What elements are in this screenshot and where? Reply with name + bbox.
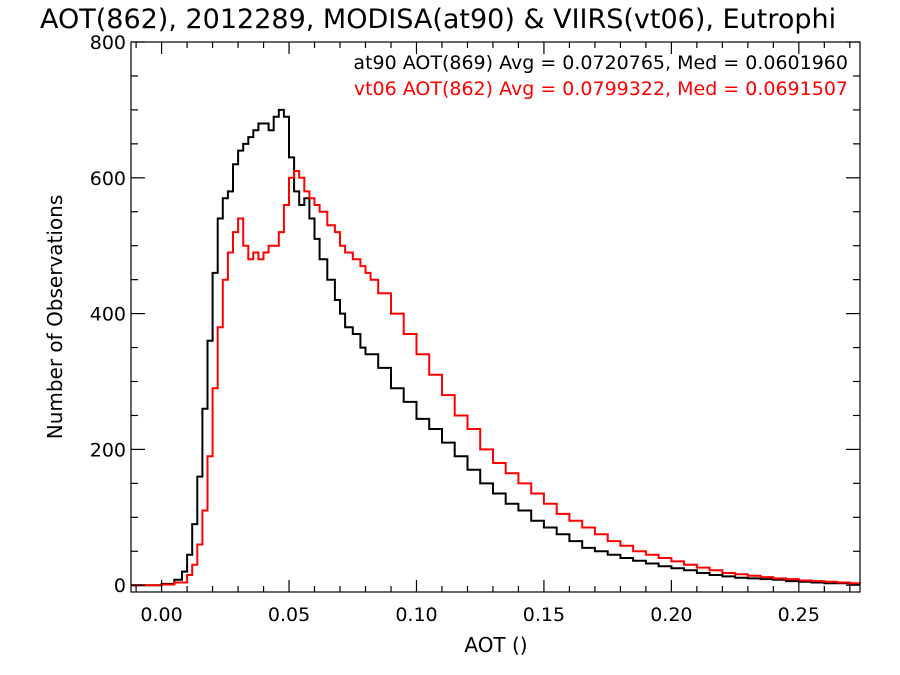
y-tick-label: 200 (90, 439, 126, 461)
y-tick-label: 600 (90, 168, 126, 190)
ticks-layer: 0.00 0.05 0.10 0.15 0.20 0.25 0 200 400 600 800 (90, 32, 860, 626)
y-tick-label: 800 (90, 32, 126, 54)
series-at90-line (131, 108, 860, 587)
legend: at90 AOT(869) Avg = 0.0720765, Med = 0.0… (353, 52, 848, 100)
x-tick-label: 0.25 (778, 604, 820, 626)
x-tick-label: 0.20 (650, 604, 692, 626)
legend-entry-vt06: vt06 AOT(862) Avg = 0.0799322, Med = 0.0… (354, 78, 848, 100)
series-vt06-line (131, 170, 861, 587)
x-axis-label: AOT () (464, 633, 527, 657)
chart-title: AOT(862), 2012289, MODISA(at90) & VIIRS(… (40, 4, 836, 35)
x-tick-label: 0.05 (268, 604, 310, 626)
x-tick-label: 0.10 (395, 604, 437, 626)
plot-frame (130, 41, 861, 593)
y-axis-label: Number of Observations (43, 195, 67, 440)
y-tick-label: 0 (114, 575, 126, 597)
legend-entry-at90: at90 AOT(869) Avg = 0.0720765, Med = 0.0… (353, 52, 848, 74)
series-layer (131, 108, 861, 587)
y-tick-label: 400 (90, 304, 126, 326)
x-tick-label: 0.15 (523, 604, 565, 626)
x-tick-label: 0.00 (140, 604, 182, 626)
